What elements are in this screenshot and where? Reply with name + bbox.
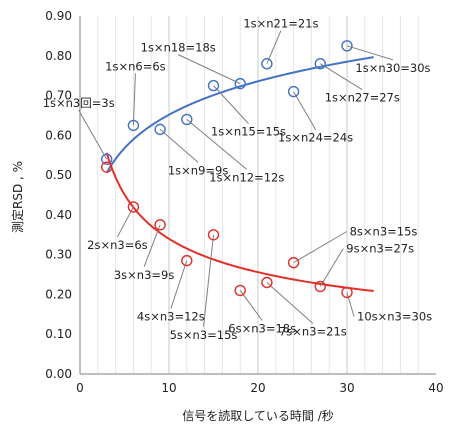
data-point [287,85,300,98]
annotation-leaders [78,30,394,327]
axes [79,16,436,375]
data-point [181,113,193,126]
data-point [207,79,220,92]
x-tick-label: 10 [161,381,176,395]
data-point [127,201,140,213]
annotation-leader [78,109,108,160]
annotation-label: 1s×n12=12s [209,170,284,184]
annotation-leader [266,30,282,64]
annotation-label: 1s×n15=15s [211,125,286,139]
data-point [261,276,273,289]
trend-line-1 [105,56,374,174]
x-tick-label: 40 [428,381,443,395]
y-tick-label: 0.80 [45,49,72,63]
trend-lines [105,56,374,293]
y-tick-label: 0.70 [45,89,72,103]
annotation-leader [319,248,344,287]
annotation-leader [170,260,188,309]
data-point [154,219,166,231]
y-tick-label: 0.60 [45,128,72,142]
data-point [287,256,300,269]
annotation-label: 7s×n3=21s [279,325,347,339]
annotation-label: 1s×n30=30s [355,61,430,75]
annotation-label: 1s×n24=24s [278,131,353,145]
y-tick-label: 0.00 [45,367,72,381]
annotation-leader [159,128,199,163]
data-point [181,254,193,267]
data-points [100,40,353,299]
data-point [314,58,326,70]
annotation-label: 6s×n3=18s [228,321,296,335]
data-point [100,153,113,165]
annotation-label: 1s×n6=6s [105,59,166,73]
y-tick-label: 0.10 [45,327,72,341]
x-tick-label: 30 [339,381,354,395]
y-tick-label: 0.50 [45,168,72,182]
annotation-leader [132,73,136,126]
annotation-label: 3s×n3=9s [114,268,175,282]
annotation-label: 8s×n3=15s [350,225,418,239]
x-tick-label: 0 [76,381,84,395]
annotation-leader [239,290,263,321]
y-tick-label: 0.40 [45,208,72,222]
annotation-leader [213,85,249,124]
x-tick-label: 20 [250,381,265,395]
annotation-leader [293,91,317,130]
annotation-leader [266,282,314,324]
data-point [341,40,353,52]
annotation-label: 1s×n9=9s [168,163,229,177]
data-point [234,284,246,297]
y-tick-label: 0.20 [45,287,72,301]
annotation-label: 4s×n3=12s [137,310,205,324]
data-point [207,229,220,241]
annotation-leader [320,63,363,91]
annotation-label: 1s×n3回=3s [43,96,115,110]
annotation-leader [293,231,347,264]
annotation-leader [186,119,248,170]
data-point [100,161,113,173]
data-point [127,119,140,132]
annotation-label: 1s×n21=21s [243,17,318,31]
data-point [261,58,273,70]
annotation-leader [143,224,161,268]
x-axis-title: 信号を読取している時間 /秒 [182,408,334,423]
annotation-label: 1s×n18=18s [141,41,216,55]
annotation-label: 10s×n3=30s [357,309,432,323]
data-point [341,286,353,299]
data-point [234,77,246,90]
annotation-leader [346,45,394,61]
y-tick-label: 0.30 [45,248,72,262]
annotation-leader [177,54,241,85]
annotation-label: 5s×n3=15s [170,328,238,342]
annotation-leader [346,292,355,317]
annotation-label: 2s×n3=6s [87,238,148,252]
annotation-leader [203,234,214,327]
tick-labels: 0 10 20 30 40 0.00 0.10 0.20 0.30 0.40 0.50 0.60 0.7… [45,9,443,395]
annotation-label: 1s×n27=27s [325,91,400,105]
data-point [154,123,166,136]
trend-line-2 [105,152,374,293]
annotation-label: 9s×n3=27s [346,241,414,255]
y-axis-title: 測定RSD , % [10,161,25,233]
data-point [314,280,326,293]
y-tick-label: 0.90 [45,9,72,23]
